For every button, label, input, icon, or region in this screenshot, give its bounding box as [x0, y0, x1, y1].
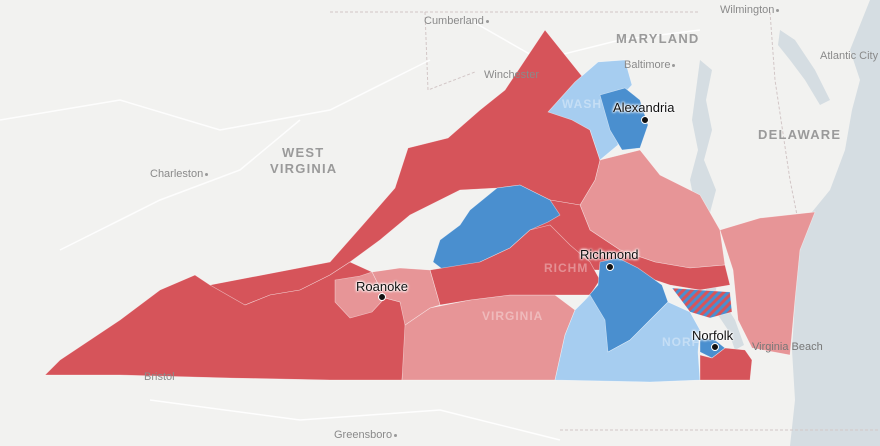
district-8[interactable] [429, 224, 601, 306]
state-label-maryland: MARYLAND [616, 31, 700, 46]
town-label-cumberland: Cumberland [424, 16, 489, 27]
town-label-greensboro: Greensboro [334, 430, 398, 441]
city-label-richmond: Richmond [580, 247, 639, 262]
delaware-bay [778, 30, 830, 105]
city-label-norfolk: Norfolk [692, 328, 734, 343]
town-label-baltimore: Baltimore [624, 60, 676, 71]
district-12[interactable] [599, 87, 649, 151]
faded-label-virginia: VIRGINIA [482, 309, 544, 323]
town-label-wilmington: Wilmington [720, 5, 780, 16]
faded-label-richmond: RICHM [544, 261, 589, 275]
district-9[interactable] [371, 267, 441, 326]
state-label-west: WEST [282, 145, 325, 160]
state-borders [330, 11, 880, 431]
atlantic-ocean [790, 0, 880, 446]
state-label-delaware: DELAWARE [758, 127, 842, 142]
city-marker-roanoke[interactable] [378, 293, 386, 301]
roads [0, 19, 701, 441]
town-label-bristol: Bristol [144, 371, 175, 383]
virginia-districts[interactable] [44, 29, 816, 383]
district-2[interactable] [719, 211, 816, 356]
state-label-virginia: VIRGINIA [270, 161, 338, 176]
district-15[interactable] [671, 287, 733, 319]
city-label-roanoke: Roanoke [356, 279, 409, 294]
city-marker-norfolk[interactable] [711, 343, 719, 351]
faded-label-norfolk: NORF [662, 335, 700, 349]
city-marker-alexandria[interactable] [641, 116, 649, 124]
town-label-virginia-beach: Virginia Beach [752, 341, 823, 353]
town-label-atlantic-city: Atlantic City [820, 50, 879, 62]
town-label-charleston: Charleston [150, 169, 209, 180]
faded-label-washington: WASH [562, 97, 602, 111]
city-marker-richmond[interactable] [606, 263, 614, 271]
district-17[interactable] [699, 347, 753, 381]
town-label-winchester: Winchester [484, 69, 540, 81]
district-10[interactable] [334, 271, 386, 319]
city-label-alexandria: Alexandria [613, 100, 675, 115]
